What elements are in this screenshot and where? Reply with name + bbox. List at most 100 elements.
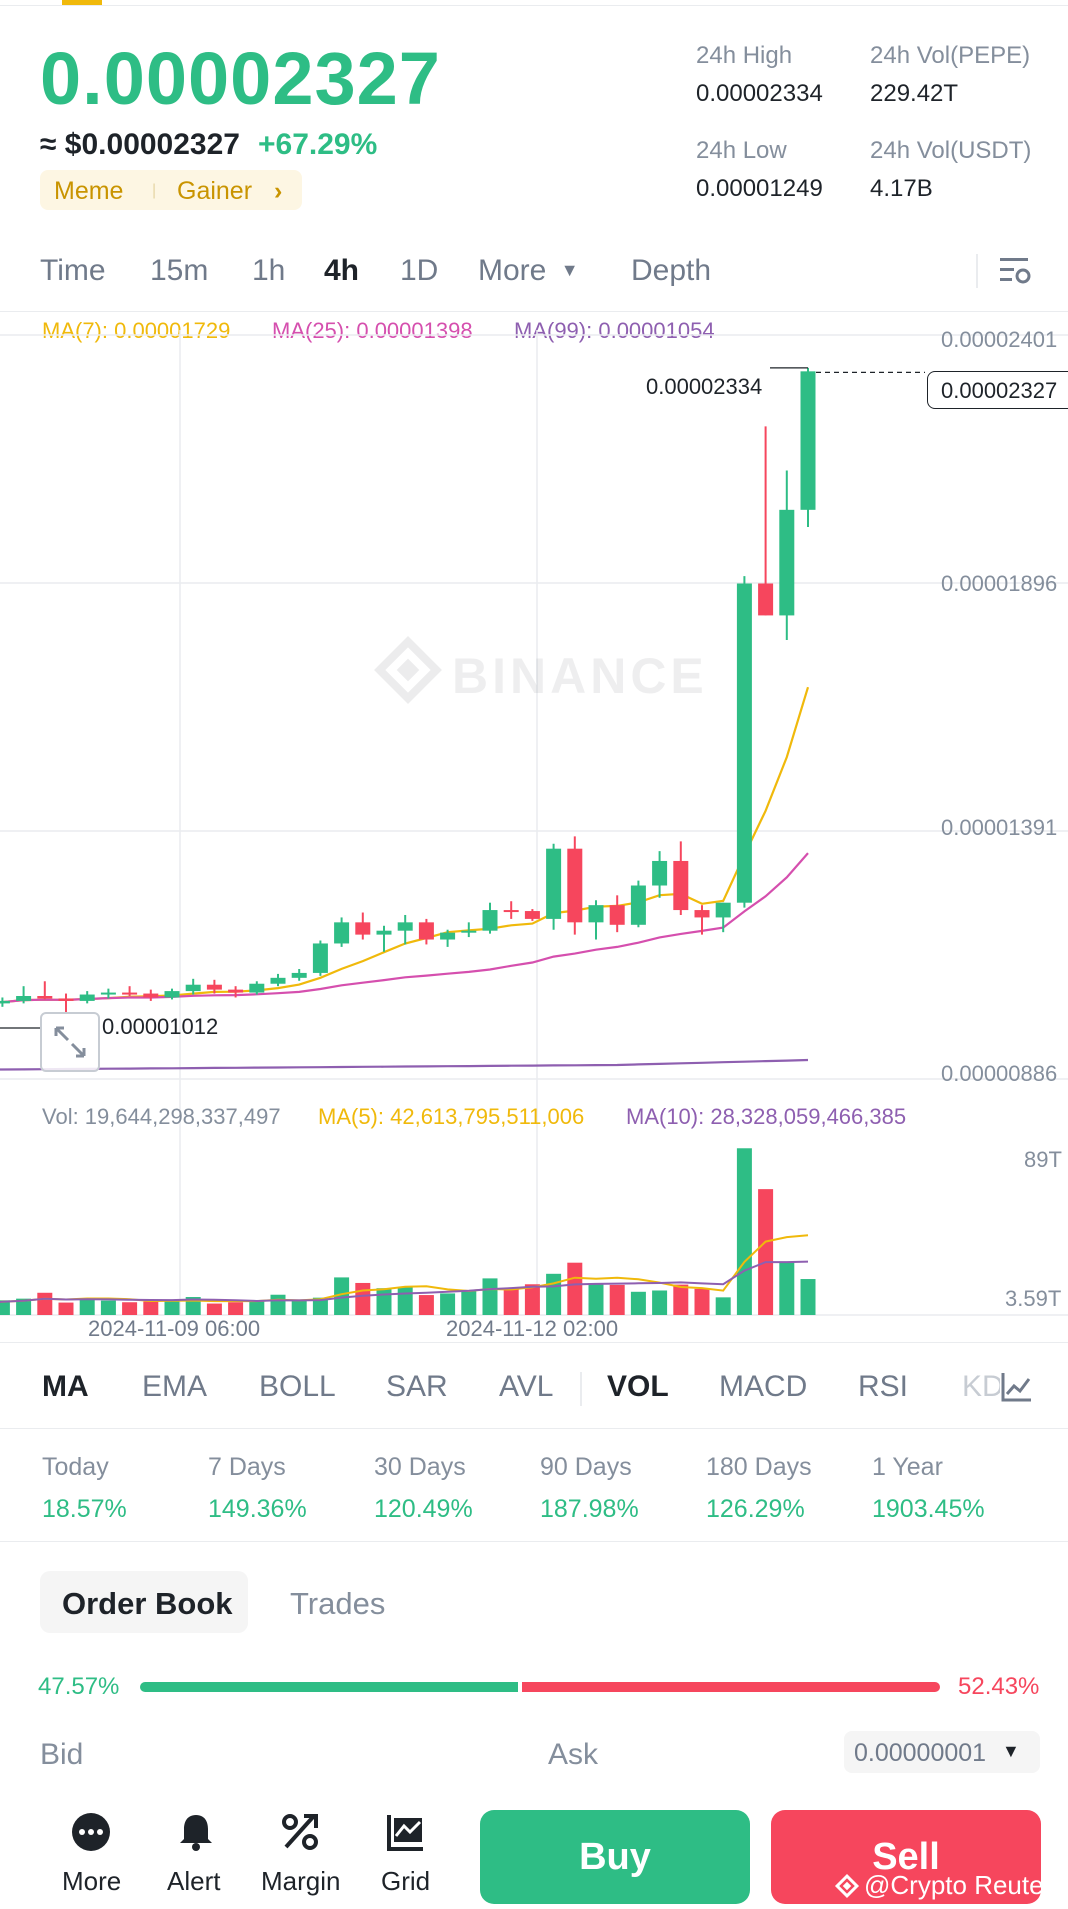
stat-24h-high-label: 24h High	[696, 42, 793, 69]
bid-ratio-bar	[140, 1682, 518, 1692]
indicator-macd[interactable]: MACD	[719, 1370, 808, 1403]
tag-gainer[interactable]: Gainer	[177, 177, 253, 205]
last-price: 0.00002327	[40, 37, 441, 120]
last-price-marker-text: 0.00002327	[941, 378, 1058, 403]
volume-bar	[376, 1288, 392, 1315]
candle-body	[609, 905, 625, 925]
tf-depth[interactable]: Depth	[631, 254, 712, 287]
perf-label-7d: 7 Days	[208, 1453, 286, 1481]
volume-bar	[397, 1287, 413, 1315]
y-axis-label-2: 0.00001391	[941, 815, 1058, 840]
candle-body	[440, 932, 456, 940]
volume-bar	[482, 1278, 498, 1315]
volume-bar	[270, 1294, 286, 1315]
candle-body	[100, 992, 116, 995]
volume-bar	[206, 1303, 222, 1315]
nav-grid-label[interactable]: Grid	[381, 1866, 431, 1896]
stat-24h-vol-quote-value: 4.17B	[870, 175, 933, 202]
candle-body	[185, 984, 201, 992]
indicator-avl[interactable]: AVL	[499, 1370, 554, 1403]
tf-time[interactable]: Time	[40, 254, 106, 287]
chart-top-divider	[0, 311, 1068, 312]
volume-bar	[355, 1282, 371, 1315]
candles	[0, 367, 816, 1014]
margin-icon[interactable]	[280, 1812, 320, 1852]
tab-indicator	[62, 0, 102, 5]
tf-more[interactable]: More ▼	[478, 254, 579, 288]
candle-body	[16, 996, 32, 1001]
perf-value-30d: 120.49%	[374, 1495, 473, 1523]
candle-body	[567, 848, 583, 923]
volume-bar	[143, 1301, 159, 1315]
indicator-vol[interactable]: VOL	[607, 1370, 669, 1403]
indicator-ma[interactable]: MA	[42, 1370, 89, 1403]
sell-button[interactable]: Sell	[771, 1810, 1041, 1904]
volume-bar	[37, 1292, 53, 1315]
volume-bar	[652, 1290, 668, 1315]
volume-bars	[0, 1148, 816, 1315]
legend-ma25: MA(25): 0.00001398	[272, 318, 473, 343]
chevron-right-icon: ›	[274, 177, 283, 205]
candle-body	[630, 885, 646, 925]
candle-body	[270, 977, 286, 984]
indicator-sar[interactable]: SAR	[386, 1370, 448, 1403]
caret-down-icon: ▼	[560, 260, 579, 280]
tf-15m[interactable]: 15m	[150, 254, 209, 287]
perf-value-180d: 126.29%	[706, 1495, 805, 1523]
volume-bar	[715, 1297, 731, 1315]
tag-chips[interactable]: Meme | Gainer ›	[40, 170, 302, 210]
volume-bar	[334, 1277, 350, 1315]
nav-margin-label[interactable]: Margin	[261, 1866, 341, 1896]
candle-body	[397, 922, 413, 931]
y-axis-label-1: 0.00001896	[941, 571, 1058, 596]
volume-bar	[546, 1273, 562, 1315]
volume-bar	[567, 1262, 583, 1315]
candle-body	[79, 994, 95, 1001]
bell-icon[interactable]	[176, 1812, 216, 1852]
tab-trades[interactable]: Trades	[290, 1586, 386, 1621]
tab-order-book[interactable]: Order Book	[40, 1571, 248, 1633]
candle-body	[143, 993, 159, 998]
candle-body	[206, 984, 222, 990]
volume-bar	[524, 1284, 540, 1315]
caret-down-icon: ▼	[1002, 1741, 1020, 1761]
tag-meme[interactable]: Meme	[54, 177, 124, 205]
indicator-settings-icon[interactable]	[1000, 1370, 1034, 1404]
volume-bar	[164, 1300, 180, 1315]
precision-value: 0.00000001	[854, 1739, 987, 1767]
volume-bar	[609, 1284, 625, 1315]
precision-select[interactable]: 0.00000001 ▼	[844, 1731, 1040, 1773]
candle-body	[673, 860, 689, 911]
indicator-rsi[interactable]: RSI	[858, 1370, 909, 1403]
volume-bar	[461, 1291, 477, 1315]
last-price-marker[interactable]: 0.00002327	[927, 371, 1068, 409]
candlestick-chart[interactable]: BINANCE	[0, 330, 1068, 1340]
candle-body	[249, 983, 265, 993]
candle-body	[376, 930, 392, 935]
ask-ratio-bar	[522, 1682, 940, 1692]
indicator-kdj[interactable]: KDJ	[962, 1370, 1000, 1403]
candle-body	[736, 583, 752, 903]
candle-body	[58, 998, 74, 1001]
tf-1h[interactable]: 1h	[252, 254, 286, 287]
indicator-boll[interactable]: BOLL	[259, 1370, 336, 1403]
nav-more-label[interactable]: More	[62, 1866, 122, 1896]
candle-body	[418, 922, 434, 940]
tf-4h[interactable]: 4h	[324, 254, 360, 287]
nav-alert-label[interactable]: Alert	[167, 1866, 221, 1896]
tab-divider	[976, 254, 978, 288]
grid-icon[interactable]	[386, 1812, 426, 1852]
candle-body	[164, 991, 180, 998]
more-icon[interactable]	[71, 1812, 111, 1852]
chart-settings-icon[interactable]	[998, 254, 1032, 288]
expand-chart-icon[interactable]	[40, 1012, 100, 1072]
bid-column-header: Bid	[40, 1738, 84, 1771]
binance-logo-icon	[833, 1872, 861, 1900]
candle-body	[588, 905, 604, 923]
candle-body	[334, 922, 350, 944]
volume-bar	[79, 1298, 95, 1315]
tf-1d[interactable]: 1D	[400, 254, 439, 287]
high-price-marker: 0.00002334	[646, 374, 763, 399]
indicator-ema[interactable]: EMA	[142, 1370, 208, 1403]
buy-button[interactable]: Buy	[480, 1810, 750, 1904]
